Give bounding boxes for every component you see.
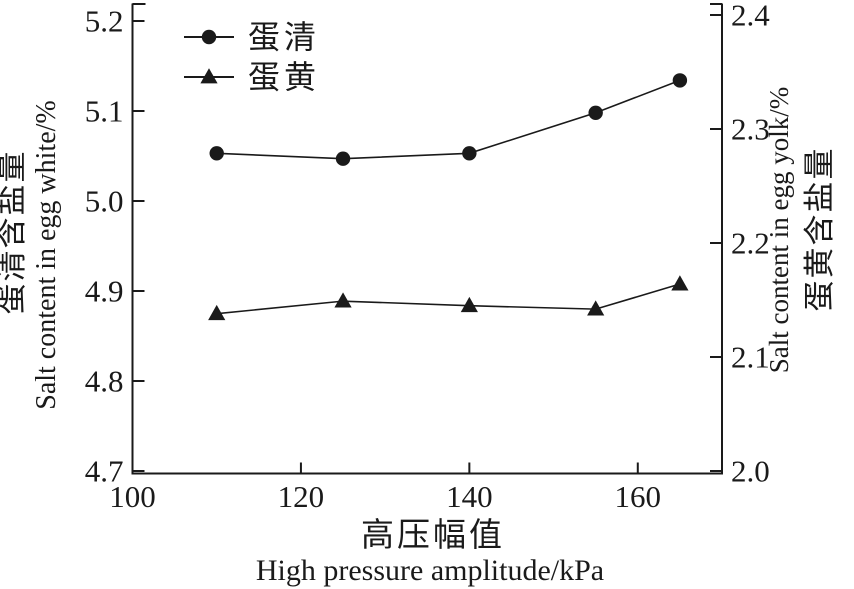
circle-data-marker-icon bbox=[335, 151, 351, 166]
left-tick-label: 4.7 bbox=[85, 454, 124, 489]
right-tick-label: 2.4 bbox=[731, 0, 770, 33]
x-tick-label: 160 bbox=[615, 479, 662, 514]
x-axis-ticks: 100 120 140 160 bbox=[109, 462, 662, 514]
left-tick-label: 5.0 bbox=[85, 184, 124, 219]
circle-data-marker-icon bbox=[462, 146, 477, 161]
left-axis-title-en: Salt content in egg white/% bbox=[31, 100, 62, 410]
legend-item-egg-white: 蛋清 bbox=[184, 19, 320, 55]
circle-data-marker-icon bbox=[588, 105, 603, 121]
right-tick-label: 2.0 bbox=[731, 454, 770, 489]
triangle-data-marker-icon bbox=[671, 275, 689, 291]
x-axis-title-en: High pressure amplitude/kPa bbox=[256, 554, 604, 587]
right-axis-ticks: 2.4 2.3 2.2 2.1 2.0 bbox=[710, 0, 770, 489]
right-tick-label: 2.3 bbox=[731, 112, 770, 147]
series-egg-white bbox=[209, 73, 688, 166]
left-tick-label: 4.9 bbox=[85, 274, 124, 309]
triangle-data-marker-icon bbox=[460, 296, 478, 313]
axes bbox=[131, 3, 723, 475]
left-axis-ticks: 5.2 5.1 5.0 4.9 4.8 4.7 bbox=[85, 4, 145, 489]
right-axis-title-en: Salt content in egg yolk/% bbox=[764, 87, 794, 373]
axis-titles: 蛋清含盐量 Salt content in egg white/% Salt con… bbox=[0, 87, 837, 587]
x-axis-title-zh: 高压幅值 bbox=[361, 517, 505, 554]
legend-item-egg-yolk: 蛋黄 bbox=[184, 59, 320, 95]
x-tick-label: 140 bbox=[446, 479, 493, 514]
x-tick-label: 120 bbox=[278, 479, 325, 514]
right-tick-label: 2.1 bbox=[731, 340, 770, 375]
left-axis-title-zh: 蛋清含盐量 bbox=[0, 150, 29, 315]
triangle-data-marker-icon bbox=[208, 304, 226, 321]
legend-triangle-icon bbox=[200, 68, 218, 84]
triangle-data-marker-icon bbox=[587, 300, 605, 316]
left-tick-label: 4.8 bbox=[85, 364, 124, 399]
left-tick-label: 5.1 bbox=[85, 94, 124, 129]
circle-data-marker-icon bbox=[672, 73, 688, 88]
x-tick-label: 100 bbox=[109, 479, 156, 514]
right-axis-title-zh: 蛋黄含盐量 bbox=[802, 147, 837, 312]
legend-label: 蛋黄 bbox=[248, 59, 320, 95]
series-egg-yolk bbox=[208, 275, 689, 321]
circle-data-marker-icon bbox=[209, 146, 224, 161]
right-tick-label: 2.2 bbox=[731, 226, 770, 261]
legend-label: 蛋清 bbox=[248, 19, 320, 55]
legend-circle-icon bbox=[201, 29, 217, 45]
triangle-data-marker-icon bbox=[334, 292, 352, 308]
series-line-egg-yolk bbox=[216, 283, 681, 315]
left-tick-label: 5.2 bbox=[85, 4, 124, 39]
